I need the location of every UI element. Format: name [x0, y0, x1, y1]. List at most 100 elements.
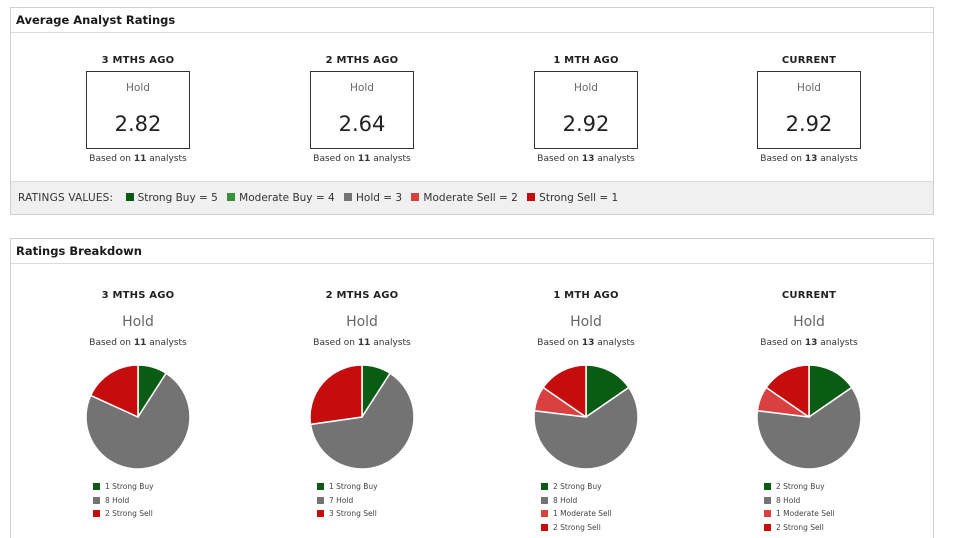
period-label: 2 MTHS AGO	[325, 55, 399, 66]
rating-label: Hold	[793, 314, 825, 330]
based-on-text: Based on 11 analysts	[89, 154, 187, 164]
ratings-values-legend: RATINGS VALUES: Strong Buy = 5 Moderate …	[11, 181, 933, 214]
pie-slice-hold	[85, 372, 191, 470]
pie-slice-strong-sell	[765, 364, 810, 419]
based-on-text: Based on 13 analysts	[537, 338, 635, 348]
rating-label: Hold	[570, 314, 602, 330]
legend-item-hold: 8 Hold	[764, 496, 899, 510]
pie-svg	[533, 364, 639, 470]
legend-item-strong-sell: 3 Strong Sell	[317, 509, 452, 523]
pie-slice-hold	[309, 372, 415, 470]
period-label: CURRENT	[781, 55, 837, 66]
panel-title: Ratings Breakdown	[11, 239, 933, 264]
legend-label: 2 Strong Buy	[776, 482, 825, 491]
legend-item-moderate-sell: 1 Moderate Sell	[541, 509, 676, 523]
legend-label: 1 Moderate Sell	[776, 509, 835, 518]
value-item-hold: Hold = 3	[344, 192, 402, 204]
legend-swatch	[541, 523, 548, 531]
legend-swatch	[764, 483, 771, 490]
ratings-values-label: RATINGS VALUES:	[18, 192, 114, 204]
value-item-strong-buy: Strong Buy = 5	[125, 192, 218, 204]
avg-period-3: CURRENT Hold 2.92 Based on 13 analysts	[719, 55, 899, 164]
legend-swatch	[764, 523, 771, 531]
legend-label: 7 Hold	[329, 495, 354, 505]
legend-label: 2 Strong Buy	[553, 482, 602, 491]
rating-box: Hold 2.82	[86, 71, 190, 149]
legend-label: 8 Hold	[776, 495, 801, 505]
avg-period-1: 2 MTHS AGO Hold 2.64 Based on 11 analyst…	[272, 55, 452, 164]
value-item-strong-sell: Strong Sell = 1	[527, 192, 618, 204]
rating-label: Hold	[122, 314, 154, 330]
rating-value: 2.92	[562, 112, 610, 136]
rating-value: 2.82	[114, 112, 162, 136]
legend-item-strong-buy: 2 Strong Buy	[541, 482, 676, 496]
pie-slice-hold	[533, 386, 639, 470]
based-on-text: Based on 11 analysts	[313, 338, 411, 348]
period-label: 3 MTHS AGO	[101, 290, 175, 301]
legend-label: 2 Strong Sell	[553, 522, 601, 532]
legend-item-strong-sell: 2 Strong Sell	[764, 523, 899, 537]
ratings-pie-chart	[308, 363, 416, 471]
rating-box: Hold 2.92	[534, 71, 638, 149]
pie-legend: 2 Strong Buy 8 Hold 1 Moderate Sell 2 Stron…	[496, 482, 676, 536]
legend-swatch	[125, 193, 134, 201]
avg-period-2: 1 MTH AGO Hold 2.92 Based on 13 analysts	[496, 55, 676, 164]
legend-item-hold: 8 Hold	[93, 496, 228, 510]
pie-legend: 2 Strong Buy 8 Hold 1 Moderate Sell 2 Stron…	[719, 482, 899, 536]
legend-swatch	[527, 193, 536, 201]
legend-swatch	[317, 483, 324, 490]
based-on-text: Based on 11 analysts	[89, 338, 187, 348]
legend-item-strong-sell: 2 Strong Sell	[541, 523, 676, 537]
pie-svg	[85, 364, 191, 470]
pie-slice-strong-sell	[542, 364, 587, 419]
legend-swatch	[764, 510, 771, 517]
legend-swatch	[93, 510, 100, 517]
legend-label: 8 Hold	[105, 495, 130, 505]
breakdown-period-0: 3 MTHS AGO Hold Based on 11 analysts 1 S…	[48, 290, 228, 523]
ratings-breakdown-panel: Ratings Breakdown 3 MTHS AGO Hold Based …	[10, 238, 934, 538]
legend-label: 3 Strong Sell	[329, 509, 377, 518]
pie-legend: 1 Strong Buy 7 Hold 3 Strong Sell	[272, 482, 452, 523]
pie-slice-strong-sell	[89, 364, 139, 419]
period-label: CURRENT	[781, 290, 837, 301]
pie-svg	[309, 364, 415, 470]
legend-swatch	[541, 510, 548, 517]
legend-swatch	[227, 193, 236, 201]
rating-label: Hold	[350, 82, 374, 94]
legend-swatch	[344, 193, 353, 201]
based-on-text: Based on 11 analysts	[313, 154, 411, 164]
rating-label: Hold	[797, 82, 821, 94]
rating-box: Hold 2.64	[310, 71, 414, 149]
legend-swatch	[93, 483, 100, 490]
legend-item-strong-sell: 2 Strong Sell	[93, 509, 228, 523]
avg-period-0: 3 MTHS AGO Hold 2.82 Based on 11 analyst…	[48, 55, 228, 164]
legend-item-strong-buy: 1 Strong Buy	[93, 482, 228, 496]
legend-item-moderate-sell: 1 Moderate Sell	[764, 509, 899, 523]
legend-swatch	[93, 496, 100, 504]
legend-item-strong-buy: 1 Strong Buy	[317, 482, 452, 496]
legend-item-hold: 8 Hold	[541, 496, 676, 510]
legend-item-strong-buy: 2 Strong Buy	[764, 482, 899, 496]
legend-item-hold: 7 Hold	[317, 496, 452, 510]
pie-slice-strong-buy	[808, 364, 853, 419]
panel-title: Average Analyst Ratings	[11, 8, 933, 33]
ratings-pie-chart	[532, 363, 640, 471]
rating-label: Hold	[346, 314, 378, 330]
value-item-moderate-sell: Moderate Sell = 2	[411, 192, 518, 204]
legend-swatch	[764, 496, 771, 504]
ratings-pie-chart	[84, 363, 192, 471]
breakdown-period-1: 2 MTHS AGO Hold Based on 11 analysts 1 S…	[272, 290, 452, 523]
rating-label: Hold	[574, 82, 598, 94]
rating-value: 2.64	[338, 112, 386, 136]
legend-label: 1 Strong Buy	[105, 482, 154, 491]
period-label: 1 MTH AGO	[553, 290, 619, 301]
ratings-pie-chart	[755, 363, 863, 471]
legend-label: 1 Strong Buy	[329, 482, 378, 491]
legend-label: 2 Strong Sell	[776, 522, 824, 532]
legend-swatch	[317, 510, 324, 517]
breakdown-period-2: 1 MTH AGO Hold Based on 13 analysts 2 St…	[496, 290, 676, 536]
pie-legend: 1 Strong Buy 8 Hold 2 Strong Sell	[48, 482, 228, 523]
pie-slice-strong-sell	[309, 364, 363, 426]
period-label: 2 MTHS AGO	[325, 290, 399, 301]
pie-svg	[756, 364, 862, 470]
